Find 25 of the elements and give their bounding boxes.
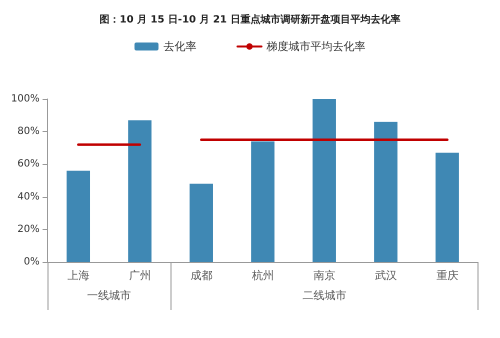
legend-label: 去化率 bbox=[164, 40, 196, 53]
chart-title: 图：10 月 15 日-10 月 21 日重点城市调研新开盘项目平均去化率 bbox=[100, 14, 400, 26]
x-tick-label: 南京 bbox=[313, 269, 336, 282]
y-tick-label: 0% bbox=[24, 256, 40, 268]
x-tick-label: 成都 bbox=[190, 269, 212, 282]
bar bbox=[128, 120, 152, 262]
x-tick-label: 重庆 bbox=[436, 269, 458, 282]
y-tick-label: 40% bbox=[17, 191, 40, 202]
y-tick-label: 20% bbox=[17, 224, 40, 235]
bar bbox=[312, 99, 336, 262]
x-tick-label: 武汉 bbox=[374, 269, 397, 282]
bar bbox=[190, 184, 213, 262]
x-tick-label: 上海 bbox=[67, 269, 90, 282]
text: 二线城市 bbox=[302, 289, 346, 302]
y-tick-label: 80% bbox=[17, 126, 40, 138]
y-tick-label: 100% bbox=[10, 94, 40, 104]
bar bbox=[251, 141, 274, 262]
text: 一线城市 bbox=[87, 289, 132, 302]
bar bbox=[436, 152, 459, 262]
bar bbox=[66, 170, 90, 262]
x-tick-label: 杭州 bbox=[250, 269, 274, 282]
legend-label: 梯度城市平均去化率 bbox=[266, 40, 366, 53]
x-tick-label: 广州 bbox=[128, 269, 151, 282]
bar bbox=[374, 122, 398, 262]
y-tick-label: 60% bbox=[17, 158, 40, 170]
